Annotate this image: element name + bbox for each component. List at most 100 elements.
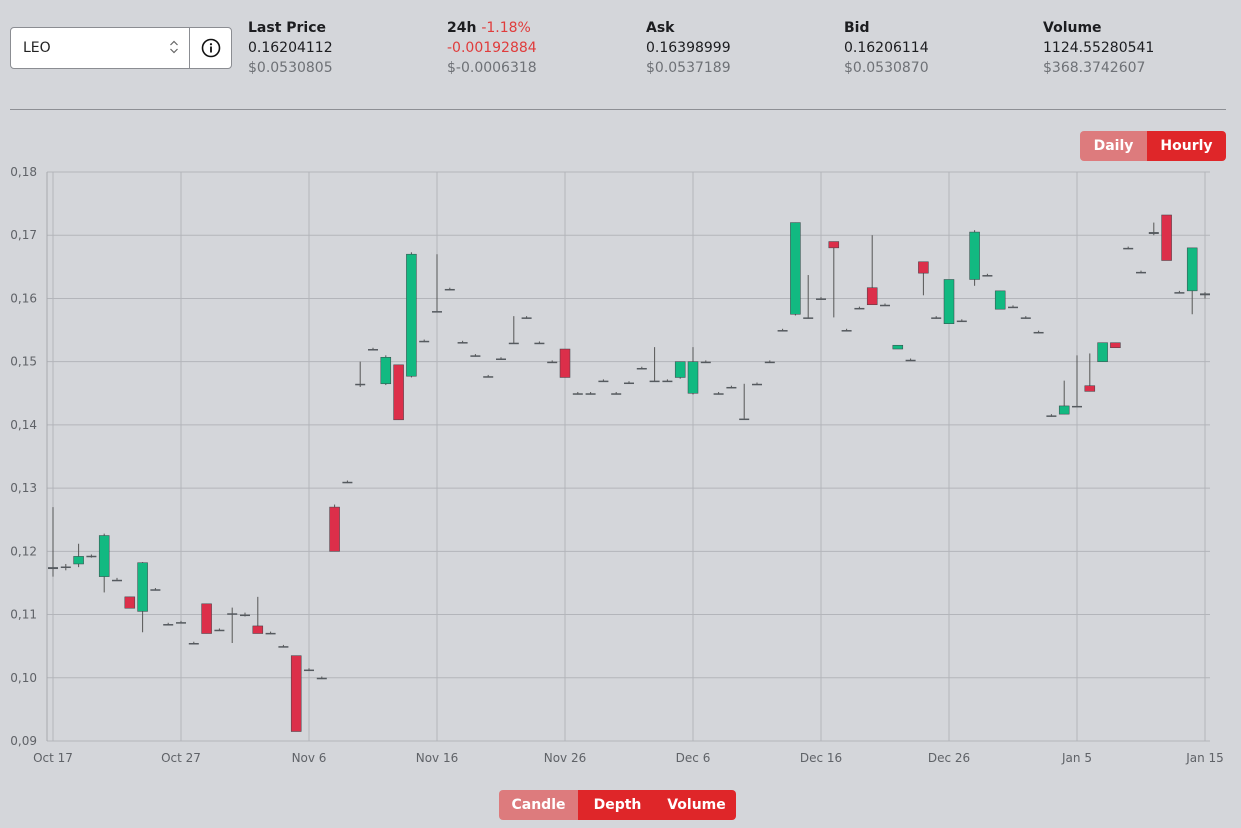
info-button[interactable] bbox=[190, 28, 231, 68]
stat-usd: $0.0537189 bbox=[646, 60, 731, 76]
x-tick-label: Jan 15 bbox=[1185, 751, 1224, 765]
candle-body bbox=[98, 535, 110, 577]
candle bbox=[214, 628, 225, 632]
candle bbox=[803, 275, 814, 319]
candle-body bbox=[227, 613, 238, 615]
candle bbox=[880, 303, 890, 307]
candle bbox=[841, 328, 852, 332]
pair-selector[interactable]: LEO bbox=[10, 27, 232, 69]
candle-body bbox=[803, 317, 814, 319]
candle-body bbox=[290, 655, 302, 732]
candle bbox=[1020, 316, 1031, 319]
candle-body bbox=[726, 386, 737, 389]
candle bbox=[278, 644, 289, 648]
candle bbox=[854, 306, 865, 310]
hourly-button[interactable]: Hourly bbox=[1147, 131, 1226, 161]
candle-body bbox=[48, 567, 58, 570]
candle bbox=[777, 328, 788, 332]
candle-body bbox=[124, 596, 136, 609]
candle bbox=[713, 392, 724, 395]
candle-body bbox=[585, 393, 596, 395]
stat-usd: $0.0530805 bbox=[248, 60, 333, 76]
candle-body bbox=[982, 275, 993, 277]
view-toggle: Candle Depth Volume bbox=[499, 790, 736, 820]
candle bbox=[918, 261, 929, 296]
candle bbox=[112, 577, 122, 582]
candle-body bbox=[470, 355, 481, 357]
stat-value: 1124.55280541 bbox=[1043, 40, 1155, 56]
stat-usd: $0.0530870 bbox=[844, 60, 929, 76]
pair-selected-value: LEO bbox=[23, 40, 51, 56]
x-tick-label: Oct 17 bbox=[33, 751, 73, 765]
candle bbox=[624, 381, 634, 385]
candle-body bbox=[150, 589, 161, 591]
candle-body bbox=[112, 579, 122, 582]
stat-label: Volume bbox=[1043, 20, 1102, 36]
candle-body bbox=[1033, 331, 1044, 334]
candle bbox=[598, 379, 609, 383]
candle-body bbox=[918, 261, 929, 274]
candle-body bbox=[572, 393, 583, 395]
stat-label: Ask bbox=[646, 20, 675, 36]
candle-body bbox=[777, 330, 788, 332]
candle bbox=[931, 316, 942, 319]
candle-body bbox=[816, 298, 826, 300]
candle-body bbox=[457, 342, 468, 344]
candle-body bbox=[931, 317, 942, 319]
pair-dropdown[interactable]: LEO bbox=[11, 28, 190, 68]
candle-body bbox=[828, 241, 840, 249]
candle bbox=[905, 358, 916, 362]
candle bbox=[1072, 355, 1082, 408]
candle bbox=[496, 357, 506, 361]
candle bbox=[432, 254, 442, 313]
candle bbox=[1110, 342, 1121, 349]
candle bbox=[406, 252, 417, 378]
candle bbox=[687, 347, 699, 395]
candle-body bbox=[265, 632, 276, 635]
candle bbox=[611, 392, 622, 395]
candle-body bbox=[1186, 247, 1198, 292]
candle bbox=[457, 340, 468, 344]
daily-button[interactable]: Daily bbox=[1080, 131, 1147, 161]
y-tick-label: 0,10 bbox=[10, 671, 37, 685]
candle bbox=[969, 230, 980, 286]
stat-volume: Volume 1124.55280541 $368.3742607 bbox=[1043, 18, 1154, 78]
candle bbox=[636, 366, 647, 370]
candle bbox=[982, 273, 993, 277]
chart-grid bbox=[47, 171, 1210, 742]
volume-button[interactable]: Volume bbox=[657, 790, 736, 820]
candle bbox=[866, 235, 878, 306]
candle-body bbox=[1020, 317, 1031, 319]
candle-button[interactable]: Candle bbox=[499, 790, 578, 820]
candle bbox=[1058, 380, 1070, 415]
candle bbox=[73, 543, 84, 568]
candle bbox=[98, 533, 110, 593]
candle bbox=[227, 607, 238, 644]
depth-button[interactable]: Depth bbox=[578, 790, 657, 820]
candle bbox=[342, 480, 353, 484]
y-tick-label: 0,09 bbox=[10, 734, 37, 748]
candle bbox=[60, 563, 71, 571]
x-tick-label: Dec 26 bbox=[928, 751, 970, 765]
candle bbox=[419, 339, 430, 343]
candle bbox=[368, 347, 378, 351]
up-down-chevron-icon bbox=[170, 40, 178, 54]
candle-body bbox=[1174, 292, 1185, 294]
candle-body bbox=[1110, 342, 1121, 349]
candle-body bbox=[534, 342, 545, 345]
candle bbox=[649, 347, 660, 383]
candle-body bbox=[1148, 232, 1159, 234]
candle bbox=[508, 316, 519, 345]
candle-body bbox=[163, 624, 174, 626]
candle-body bbox=[1084, 385, 1096, 392]
candle bbox=[304, 668, 314, 672]
info-circle-icon bbox=[201, 38, 220, 58]
candle-body bbox=[547, 361, 558, 364]
candle-body bbox=[521, 317, 532, 319]
candle bbox=[943, 279, 955, 324]
candle bbox=[790, 222, 801, 316]
candlestick-chart: 0,09 0,10 0,11 0,12 0,13 0,14 0,15 0,16 0,17 0,18… bbox=[10, 165, 1224, 765]
candle-body bbox=[176, 622, 186, 624]
candle bbox=[1136, 270, 1146, 274]
candle bbox=[572, 392, 583, 395]
